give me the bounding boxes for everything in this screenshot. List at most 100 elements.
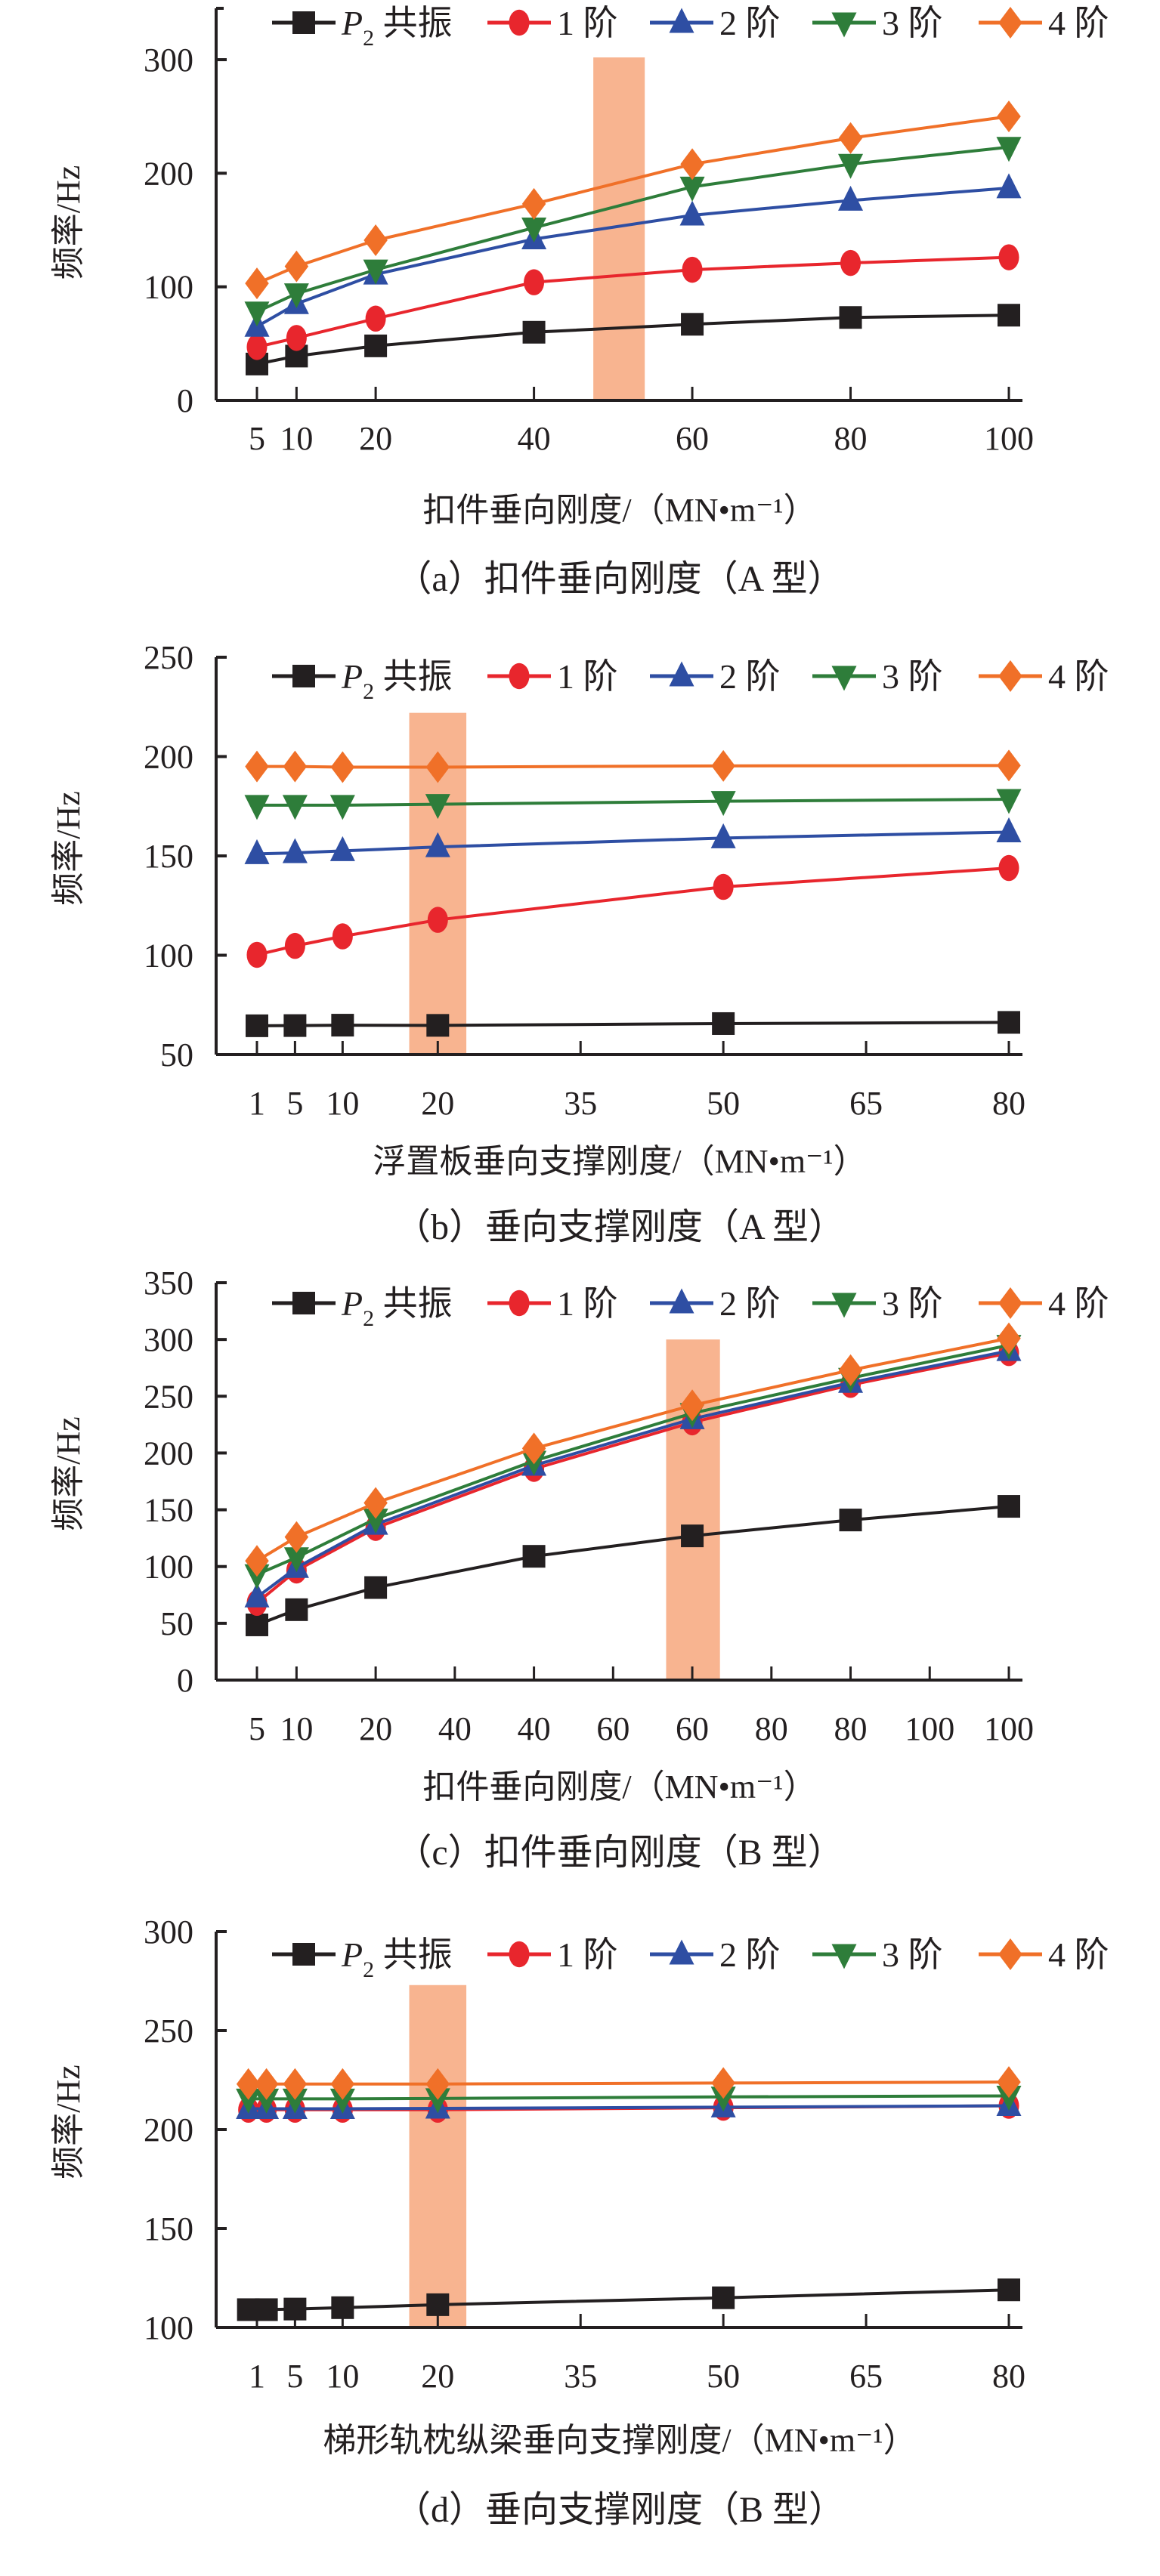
legend-label: 1 阶 xyxy=(557,4,618,42)
chart-d: 100 150 200 250 300 1 5 10 20 35 50 65 80 频率/Hz 梯形轨枕纵梁… xyxy=(50,1913,1109,2530)
series-m4 xyxy=(245,1322,1021,1577)
legend-marker-icon xyxy=(831,666,857,691)
data-point xyxy=(524,269,545,295)
legend-label: P2 共振 xyxy=(341,1935,453,1982)
legend-label: P2 共振 xyxy=(341,1284,453,1331)
series-line xyxy=(255,1349,1010,1598)
data-point xyxy=(283,750,308,783)
data-point xyxy=(712,1012,735,1035)
legend-label: 4 阶 xyxy=(1048,1284,1109,1323)
legend-item-P2: P2 共振 xyxy=(272,1935,453,1982)
data-point xyxy=(364,1576,388,1599)
legend-label-sub: 2 xyxy=(363,679,374,704)
legend: P2 共振 1 阶 2 阶 3 阶 4 阶 xyxy=(272,4,1109,51)
data-point xyxy=(329,2088,355,2114)
data-point xyxy=(998,1495,1020,1518)
legend-marker-icon xyxy=(669,1288,694,1314)
data-point xyxy=(996,137,1022,162)
data-point xyxy=(682,256,703,283)
series-line xyxy=(255,1351,1010,1605)
series-m1 xyxy=(246,854,1019,968)
series-P2 xyxy=(237,2278,1020,2321)
data-point xyxy=(680,148,704,181)
legend: P2 共振 1 阶 2 阶 3 阶 4 阶 xyxy=(272,1935,1109,1982)
legend-item-m2: 2 阶 xyxy=(650,1284,781,1323)
data-point xyxy=(255,2298,278,2321)
legend-item-m1: 1 阶 xyxy=(487,657,618,696)
data-point xyxy=(998,2278,1020,2302)
data-point xyxy=(245,750,269,783)
y-tick-label: 250 xyxy=(144,639,193,676)
legend-label: 2 阶 xyxy=(719,1935,781,1974)
data-point xyxy=(363,1487,388,1519)
chart-caption: （a）扣件垂向刚度（A 型） xyxy=(395,559,843,599)
data-point xyxy=(284,250,309,283)
series-line xyxy=(257,764,1010,769)
x-tick-label: 10 xyxy=(280,1710,313,1747)
data-point xyxy=(998,1011,1020,1034)
x-tick-label: 10 xyxy=(326,2358,359,2395)
x-tick-label: 50 xyxy=(707,2358,740,2395)
legend-marker-icon xyxy=(998,1938,1022,1970)
data-point xyxy=(681,313,704,336)
legend-item-m4: 4 阶 xyxy=(979,657,1109,696)
x-tick-label: 80 xyxy=(834,1710,868,1747)
data-point xyxy=(425,794,450,820)
series-line xyxy=(248,2080,1010,2086)
x-tick-label: 100 xyxy=(984,1710,1034,1747)
legend-item-m2: 2 阶 xyxy=(650,4,781,42)
legend-label: 2 阶 xyxy=(719,1284,781,1323)
legend-label-rest: 共振 xyxy=(374,657,453,696)
series-line xyxy=(248,2288,1010,2312)
x-tick-label: 100 xyxy=(905,1710,954,1747)
legend-marker-icon xyxy=(292,665,315,687)
series-m1 xyxy=(246,1339,1019,1617)
legend-label-rest: 共振 xyxy=(374,4,453,42)
data-point xyxy=(283,283,309,309)
legend-marker-icon xyxy=(509,1941,530,1968)
data-point xyxy=(996,173,1022,199)
data-point xyxy=(681,1524,704,1548)
x-axis-title: 扣件垂向刚度/（MN•m⁻¹） xyxy=(422,492,816,529)
legend-marker-icon xyxy=(669,1939,694,1965)
y-tick-label: 100 xyxy=(144,937,193,974)
data-point xyxy=(521,1432,546,1465)
y-tick-label: 150 xyxy=(144,1492,193,1529)
legend-label: 4 阶 xyxy=(1048,4,1109,42)
legend: P2 共振 1 阶 2 阶 3 阶 4 阶 xyxy=(272,657,1109,704)
data-point xyxy=(711,749,735,782)
legend-marker-icon xyxy=(292,11,315,34)
legend-item-m2: 2 阶 xyxy=(650,1935,781,1974)
y-axis-title: 频率/Hz xyxy=(50,165,87,280)
legend-item-m3: 3 阶 xyxy=(812,657,943,696)
legend-label: 1 阶 xyxy=(557,1284,618,1323)
data-point xyxy=(840,249,861,276)
series-m3 xyxy=(244,789,1022,820)
data-point xyxy=(426,1014,450,1037)
x-tick-label: 5 xyxy=(249,1710,265,1747)
legend-label: 4 阶 xyxy=(1048,1935,1109,1974)
series-line xyxy=(248,2104,1010,2111)
data-point xyxy=(282,838,308,863)
chart-a: 0 100 200 300 5 10 20 40 60 80 100 频率/Hz 扣件垂向刚度/（MN•… xyxy=(50,4,1109,599)
data-point xyxy=(363,259,388,285)
y-tick-label: 300 xyxy=(144,1321,193,1358)
legend-label-sub: 2 xyxy=(363,26,374,51)
x-tick-label: 40 xyxy=(518,420,551,457)
data-point xyxy=(426,2293,450,2316)
legend-item-m3: 3 阶 xyxy=(812,4,943,42)
x-tick-label: 20 xyxy=(421,1085,454,1122)
legend-label: 2 阶 xyxy=(719,4,781,42)
x-tick-label: 80 xyxy=(755,1710,788,1747)
y-axis-title: 频率/Hz xyxy=(50,1416,87,1531)
legend-marker-icon xyxy=(998,7,1022,39)
data-point xyxy=(838,1354,863,1386)
data-point xyxy=(332,923,353,950)
data-point xyxy=(236,2068,261,2100)
series-line xyxy=(257,798,1010,807)
legend-label: P2 共振 xyxy=(341,657,453,704)
series-line xyxy=(256,1021,1010,1027)
legend-item-P2: P2 共振 xyxy=(272,4,453,51)
data-point xyxy=(679,200,705,226)
x-tick-label: 65 xyxy=(849,1085,883,1122)
